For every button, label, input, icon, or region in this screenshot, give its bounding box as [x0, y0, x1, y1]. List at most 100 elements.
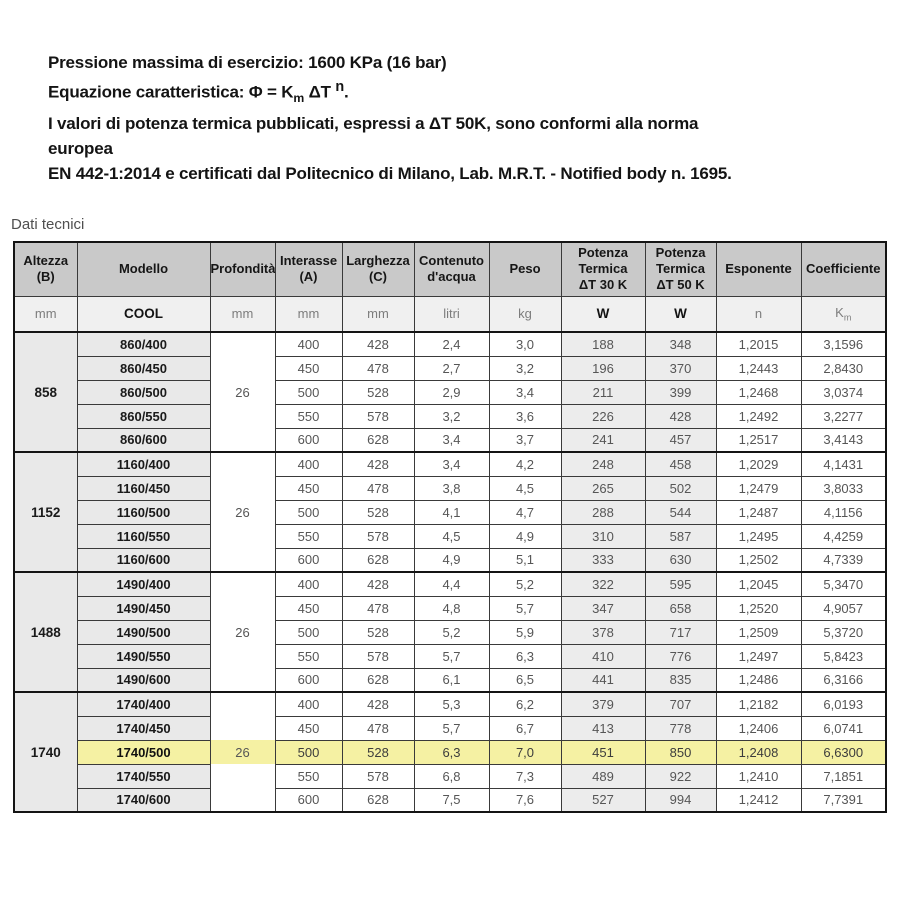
cell-larghezza: 578: [341, 763, 415, 789]
table-row: 1152 1160/400 26 400 428 3,4 4,2 248 458 1,2029 4,…: [13, 451, 887, 573]
cell-profondita: 26: [209, 571, 276, 693]
cell-pot50: 717: [644, 619, 717, 645]
cell-modello: 860/450: [76, 355, 211, 381]
cell-larghezza: 478: [341, 475, 415, 501]
cell-peso: 6,7: [488, 715, 562, 741]
cell-contenuto: 6,8: [413, 763, 490, 789]
cell-coefficiente: 7,7391: [800, 787, 887, 813]
cell-peso: 5,7: [488, 595, 562, 621]
cell-modello: 860/550: [76, 403, 211, 429]
technical-data-table: Altezza (B) Modello Profondità Interasse…: [13, 241, 887, 813]
cell-modello: 1160/500: [76, 499, 211, 525]
table-row: 1740/500 500 528 6,3 7,0 451 850 1,2408 6,6300: [14, 739, 887, 765]
cell-esponente: 1,2412: [715, 787, 802, 813]
col-header-potenza-50k: Potenza Termica ΔT 50 K: [644, 241, 717, 297]
cell-coefficiente: 3,4143: [800, 427, 887, 453]
cell-larghezza: 478: [341, 715, 415, 741]
cell-larghezza: 528: [341, 499, 415, 525]
cell-modello: 1490/500: [76, 619, 211, 645]
cell-profondita: 26: [209, 451, 276, 573]
cell-pot30: 322: [560, 571, 646, 597]
cell-peso: 5,1: [488, 547, 562, 573]
cell-peso: 3,4: [488, 379, 562, 405]
cell-larghezza: 528: [341, 619, 415, 645]
cell-peso: 4,5: [488, 475, 562, 501]
unit-potenza-30k: W: [560, 295, 646, 333]
cell-modello: 860/600: [76, 427, 211, 453]
cell-interasse: 550: [274, 523, 343, 549]
cell-interasse: 500: [274, 739, 343, 765]
cell-peso: 4,9: [488, 523, 562, 549]
cell-coefficiente: 4,7339: [800, 547, 887, 573]
cell-pot30: 241: [560, 427, 646, 453]
cell-esponente: 1,2497: [715, 643, 802, 669]
cell-pot50: 776: [644, 643, 717, 669]
cell-esponente: 1,2509: [715, 619, 802, 645]
col-header-altezza: Altezza (B): [13, 241, 78, 297]
cell-coefficiente: 5,8423: [800, 643, 887, 669]
cell-contenuto: 3,8: [413, 475, 490, 501]
cell-esponente: 1,2487: [715, 499, 802, 525]
cell-pot30: 527: [560, 787, 646, 813]
unit-contenuto-acqua: litri: [413, 295, 490, 333]
cell-pot30: 379: [560, 691, 646, 717]
cell-peso: 7,6: [488, 787, 562, 813]
cell-modello: 1740/550: [76, 763, 211, 789]
cell-pot30: 310: [560, 523, 646, 549]
table-row: 1490/500 500 528 5,2 5,9 378 717 1,2509 5,3720: [14, 619, 887, 645]
table-row: 1740 1740/400 26 400 428 5,3 6,2 379 707 1,2182 6,…: [13, 691, 887, 813]
cell-pot50: 458: [644, 451, 717, 477]
cell-coefficiente: 3,8033: [800, 475, 887, 501]
cell-pot50: 370: [644, 355, 717, 381]
cell-peso: 7,3: [488, 763, 562, 789]
cell-pot50: 994: [644, 787, 717, 813]
cell-pot50: 595: [644, 571, 717, 597]
cell-modello: 1490/600: [76, 667, 211, 693]
table-row: 1740/550 550 578 6,8 7,3 489 922 1,2410 7,1851: [14, 763, 887, 789]
cell-larghezza: 428: [341, 451, 415, 477]
cell-peso: 6,5: [488, 667, 562, 693]
cell-contenuto: 2,4: [413, 331, 490, 357]
table-row: 1490/450 450 478 4,8 5,7 347 658 1,2520 4,9057: [14, 595, 887, 621]
cell-pot50: 457: [644, 427, 717, 453]
cell-esponente: 1,2479: [715, 475, 802, 501]
equation-prefix: Equazione caratteristica: Φ = K: [48, 82, 294, 102]
cell-esponente: 1,2492: [715, 403, 802, 429]
cell-modello: 1160/400: [76, 451, 211, 477]
cell-contenuto: 3,4: [413, 427, 490, 453]
cell-modello: 1740/450: [76, 715, 211, 741]
cell-peso: 6,3: [488, 643, 562, 669]
unit-row: mm COOL mm mm mm litri kg W W n Km: [13, 295, 887, 333]
cell-peso: 4,7: [488, 499, 562, 525]
table-row: 860/600 600 628 3,4 3,7 241 457 1,2517 3,4143: [14, 427, 887, 453]
cell-pot50: 922: [644, 763, 717, 789]
header-row: Altezza (B) Modello Profondità Interasse…: [13, 241, 887, 297]
cell-pot30: 248: [560, 451, 646, 477]
unit-larghezza: mm: [341, 295, 415, 333]
cell-esponente: 1,2410: [715, 763, 802, 789]
table-row: 1490/600 600 628 6,1 6,5 441 835 1,2486 6,3166: [14, 667, 887, 693]
cell-pot30: 226: [560, 403, 646, 429]
cell-interasse: 500: [274, 379, 343, 405]
cell-coefficiente: 5,3470: [800, 571, 887, 597]
table-row: 1160/500 500 528 4,1 4,7 288 544 1,2487 4,1156: [14, 499, 887, 525]
col-header-coefficiente: Coefficiente: [800, 241, 887, 297]
unit-modello-series: COOL: [76, 295, 211, 333]
cell-interasse: 450: [274, 715, 343, 741]
unit-interasse: mm: [274, 295, 343, 333]
cell-esponente: 1,2408: [715, 739, 802, 765]
cell-coefficiente: 4,1431: [800, 451, 887, 477]
cell-pot50: 587: [644, 523, 717, 549]
cell-coefficiente: 3,1596: [800, 331, 887, 357]
cell-interasse: 400: [274, 571, 343, 597]
cell-pot30: 347: [560, 595, 646, 621]
intro-text-block: Pressione massima di esercizio: 1600 KPa…: [48, 50, 748, 186]
cell-coefficiente: 6,0741: [800, 715, 887, 741]
cell-interasse: 400: [274, 331, 343, 357]
cell-pot50: 399: [644, 379, 717, 405]
col-header-potenza-30k: Potenza Termica ΔT 30 K: [560, 241, 646, 297]
unit-profondita: mm: [209, 295, 276, 333]
cell-esponente: 1,2486: [715, 667, 802, 693]
cell-peso: 5,2: [488, 571, 562, 597]
